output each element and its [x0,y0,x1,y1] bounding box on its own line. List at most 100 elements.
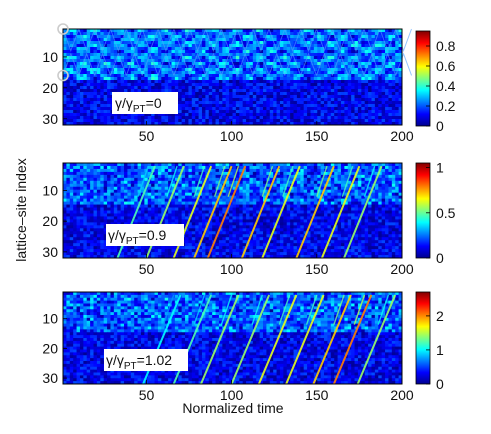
heatmap-cell [300,47,305,51]
heatmap-cell [256,92,261,96]
heatmap-cell [154,47,159,51]
heatmap-cell [327,119,332,123]
heatmap-cell [364,174,369,179]
heatmap-cell [324,180,328,185]
heatmap-cell [198,210,203,214]
heatmap-cell [283,41,288,45]
heatmap-cell [364,107,369,111]
heatmap-cell [93,44,98,48]
heatmap-cell [374,59,379,63]
heatmap-cell [130,198,135,202]
heatmap-cell [164,41,169,45]
heatmap-cell [317,74,322,78]
heatmap-cell [134,119,138,123]
heatmap-cell [76,71,81,75]
heatmap-cell [252,168,257,173]
heatmap-cell [103,29,108,33]
heatmap-cell [174,168,179,173]
heatmap-cell [317,89,322,93]
heatmap-cell [110,168,115,173]
heatmap-cell [273,98,277,102]
heatmap-cell [249,183,254,188]
heatmap-cell [103,119,108,123]
heatmap-cell [168,180,172,185]
heatmap-cell [310,116,315,120]
heatmap-cell [290,50,294,54]
heatmap-cell [79,47,84,51]
heatmap-cell [63,56,67,60]
heatmap-cell [205,204,210,208]
heatmap-cell [69,77,74,81]
heatmap-cell [93,92,98,96]
heatmap-cell [259,201,264,205]
heatmap-cell [225,204,230,208]
heatmap-cell [242,83,247,87]
heatmap-cell [96,116,101,120]
heatmap-cell [185,171,189,176]
heatmap-cell [347,168,352,173]
heatmap-cell [144,29,149,33]
heatmap-cell [103,83,108,87]
heatmap-cell [208,92,213,96]
heatmap-cell [286,198,291,202]
heatmap-cell [395,86,400,90]
heatmap-cell [286,168,291,173]
heatmap-cell [385,29,389,33]
heatmap-cell [100,98,105,102]
heatmap-cell [63,180,67,185]
heatmap-cell [86,41,91,45]
heatmap-cell [279,80,284,84]
heatmap-cell [293,74,298,78]
heatmap-cell [90,80,94,84]
heatmap-cell [286,59,291,63]
heatmap-cell [381,165,386,170]
heatmap-cell [252,56,257,60]
heatmap-cell [93,186,98,191]
heatmap-cell [181,47,186,51]
heatmap-cell [229,119,233,123]
heatmap-cell [171,32,176,36]
lattice-trace [141,28,159,53]
heatmap-cell [239,104,244,108]
heatmap-cell [96,177,101,182]
heatmap-cell [100,89,105,93]
heatmap-cell [324,177,328,182]
heatmap-cell [388,204,393,208]
heatmap-cell [222,80,227,84]
heatmap-cell [354,210,359,214]
heatmap-cell [144,65,149,69]
heatmap-cell [266,59,271,63]
heatmap-cell [127,207,132,211]
heatmap-cell [269,186,274,191]
heatmap-cell [357,113,362,117]
heatmap-cell [218,32,223,36]
heatmap-cell [225,198,230,202]
heatmap-cell [368,204,372,208]
heatmap-cell [66,44,71,48]
heatmap-cell [351,29,355,33]
heatmap-cell [140,119,145,123]
heatmap-cell [90,92,94,96]
heatmap-cell [79,77,84,81]
heatmap-cell [208,83,213,87]
heatmap-cell [334,65,338,69]
heatmap-cell [374,168,379,173]
heatmap-cell [83,62,88,66]
heatmap-cell [337,107,342,111]
heatmap-cell [330,101,335,105]
heatmap-cell [147,50,152,54]
heatmap-cell [269,174,274,179]
heatmap-cell [327,163,332,167]
heatmap-cell [283,183,288,188]
heatmap-cell [344,174,349,179]
heatmap-cell [113,198,118,202]
heatmap-cell [337,65,342,69]
heatmap-cell [371,119,376,123]
heatmap-cell [73,174,77,179]
heatmap-cell [310,104,315,108]
heatmap-cell [117,180,122,185]
heatmap-cell [334,177,338,182]
heatmap-cell [147,35,152,39]
heatmap-cell [381,174,386,179]
